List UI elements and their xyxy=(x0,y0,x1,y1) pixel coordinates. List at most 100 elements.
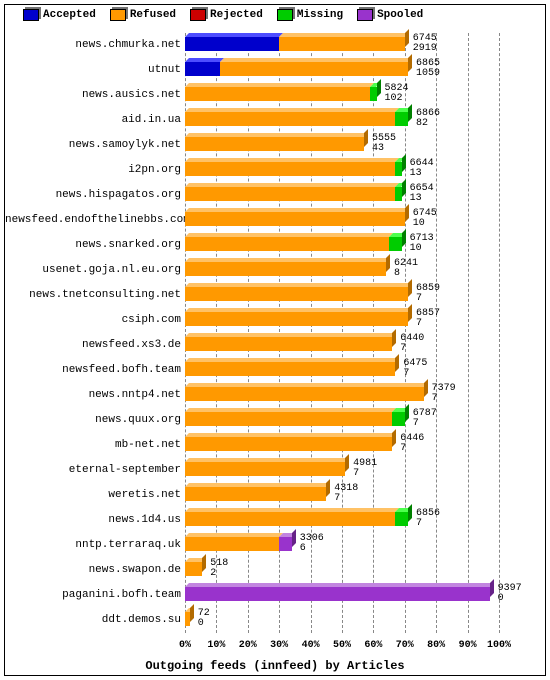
legend: AcceptedRefusedRejectedMissingSpooled xyxy=(5,5,545,23)
row-label: csiph.com xyxy=(5,314,181,326)
value-2: 7 xyxy=(334,494,358,504)
value-2: 0 xyxy=(198,619,210,629)
bar-segment xyxy=(185,37,279,51)
value-2: 7 xyxy=(432,394,456,404)
bar-segment xyxy=(220,62,408,76)
row-label: news.ausics.net xyxy=(5,89,181,101)
table-row: csiph.com68577 xyxy=(5,310,545,334)
bar-segment xyxy=(185,587,490,601)
table-row: news.quux.org 67877 xyxy=(5,410,545,434)
table-row: i2pn.org664413 xyxy=(5,160,545,184)
legend-label: Rejected xyxy=(210,9,263,21)
table-row: ddt.demos.su 720 xyxy=(5,610,545,634)
value-2: 7 xyxy=(416,519,440,529)
chart-frame: AcceptedRefusedRejectedMissingSpooled 0%… xyxy=(4,4,546,676)
row-label: news.chmurka.net xyxy=(5,39,181,51)
value-2: 102 xyxy=(385,94,409,104)
value-2: 10 xyxy=(410,244,434,254)
bar-segment xyxy=(185,87,370,101)
legend-swatch xyxy=(110,9,126,21)
bar-segment xyxy=(185,162,395,176)
value-labels: 67877 xyxy=(413,409,437,429)
row-label: paganini.bofh.team xyxy=(5,589,181,601)
x-tick-label: 50% xyxy=(333,640,351,651)
bar-segment xyxy=(279,537,292,551)
value-labels: 64467 xyxy=(400,434,424,454)
bar-segment xyxy=(185,437,392,451)
row-label: ddt.demos.su xyxy=(5,614,181,626)
row-label: mb-net.net xyxy=(5,439,181,451)
row-label: news.snarked.org xyxy=(5,239,181,251)
legend-swatch xyxy=(190,9,206,21)
value-labels: 67452919 xyxy=(413,34,437,54)
value-labels: 665413 xyxy=(410,184,434,204)
value-labels: 62418 xyxy=(394,259,418,279)
bar-segment xyxy=(185,387,424,401)
row-label: news.tnetconsulting.net xyxy=(5,289,181,301)
value-2: 1059 xyxy=(416,69,440,79)
x-tick-label: 0% xyxy=(179,640,191,651)
table-row: news.samoylyk.net 555543 xyxy=(5,135,545,159)
legend-item: Rejected xyxy=(190,9,263,21)
x-tick-label: 80% xyxy=(427,640,445,651)
row-label: news.quux.org xyxy=(5,414,181,426)
value-2: 0 xyxy=(498,594,522,604)
bar-segment xyxy=(185,362,395,376)
value-2: 2919 xyxy=(413,44,437,54)
bar-segment xyxy=(185,537,279,551)
row-label: nntp.terraraq.uk xyxy=(5,539,181,551)
table-row: newsfeed.xs3.de64407 xyxy=(5,335,545,359)
value-2: 7 xyxy=(353,469,377,479)
legend-label: Spooled xyxy=(377,9,423,21)
table-row: utnut68651059 xyxy=(5,60,545,84)
legend-label: Missing xyxy=(297,9,343,21)
value-2: 7 xyxy=(400,344,424,354)
row-label: news.1d4.us xyxy=(5,514,181,526)
table-row: weretis.net43187 xyxy=(5,485,545,509)
value-2: 6 xyxy=(300,544,324,554)
table-row: eternal-september49817 xyxy=(5,460,545,484)
bar-segment xyxy=(185,112,395,126)
table-row: mb-net.net 64467 xyxy=(5,435,545,459)
legend-swatch xyxy=(277,9,293,21)
legend-swatch xyxy=(23,9,39,21)
bar-segment xyxy=(185,512,395,526)
value-labels: 64757 xyxy=(403,359,427,379)
row-label: aid.in.ua xyxy=(5,114,181,126)
table-row: news.nntp4.net73797 xyxy=(5,385,545,409)
value-labels: 5824102 xyxy=(385,84,409,104)
bar-segment xyxy=(395,162,401,176)
value-2: 7 xyxy=(400,444,424,454)
x-axis-title: Outgoing feeds (innfeed) by Articles xyxy=(5,659,545,673)
x-tick-label: 60% xyxy=(364,640,382,651)
bar-segment xyxy=(370,87,376,101)
x-tick-label: 20% xyxy=(239,640,257,651)
table-row: newsfeed.bofh.team64757 xyxy=(5,360,545,384)
bar-segment xyxy=(185,237,389,251)
value-2: 2 xyxy=(210,569,228,579)
value-2: 43 xyxy=(372,144,396,154)
value-2: 13 xyxy=(410,194,434,204)
bar-segment xyxy=(279,37,405,51)
table-row: news.1d4.us 68567 xyxy=(5,510,545,534)
bar-segment xyxy=(185,562,202,576)
bar-segment xyxy=(185,187,395,201)
legend-swatch xyxy=(357,9,373,21)
legend-item: Refused xyxy=(110,9,176,21)
table-row: paganini.bofh.team93970 xyxy=(5,585,545,609)
bar-segment xyxy=(185,612,190,626)
bar-segment xyxy=(389,237,402,251)
table-row: newsfeed.endofthelinebbs.com674510 xyxy=(5,210,545,234)
bar-segment xyxy=(185,62,220,76)
bar-segment xyxy=(185,312,408,326)
x-axis: 0%10%20%30%40%50%60%70%80%90%100% xyxy=(185,637,499,651)
bar-segment xyxy=(185,137,364,151)
x-tick-label: 30% xyxy=(270,640,288,651)
value-labels: 555543 xyxy=(372,134,396,154)
value-labels: 720 xyxy=(198,609,210,629)
legend-item: Missing xyxy=(277,9,343,21)
value-2: 7 xyxy=(416,294,440,304)
row-label: news.samoylyk.net xyxy=(5,139,181,151)
value-labels: 68567 xyxy=(416,509,440,529)
value-labels: 49817 xyxy=(353,459,377,479)
